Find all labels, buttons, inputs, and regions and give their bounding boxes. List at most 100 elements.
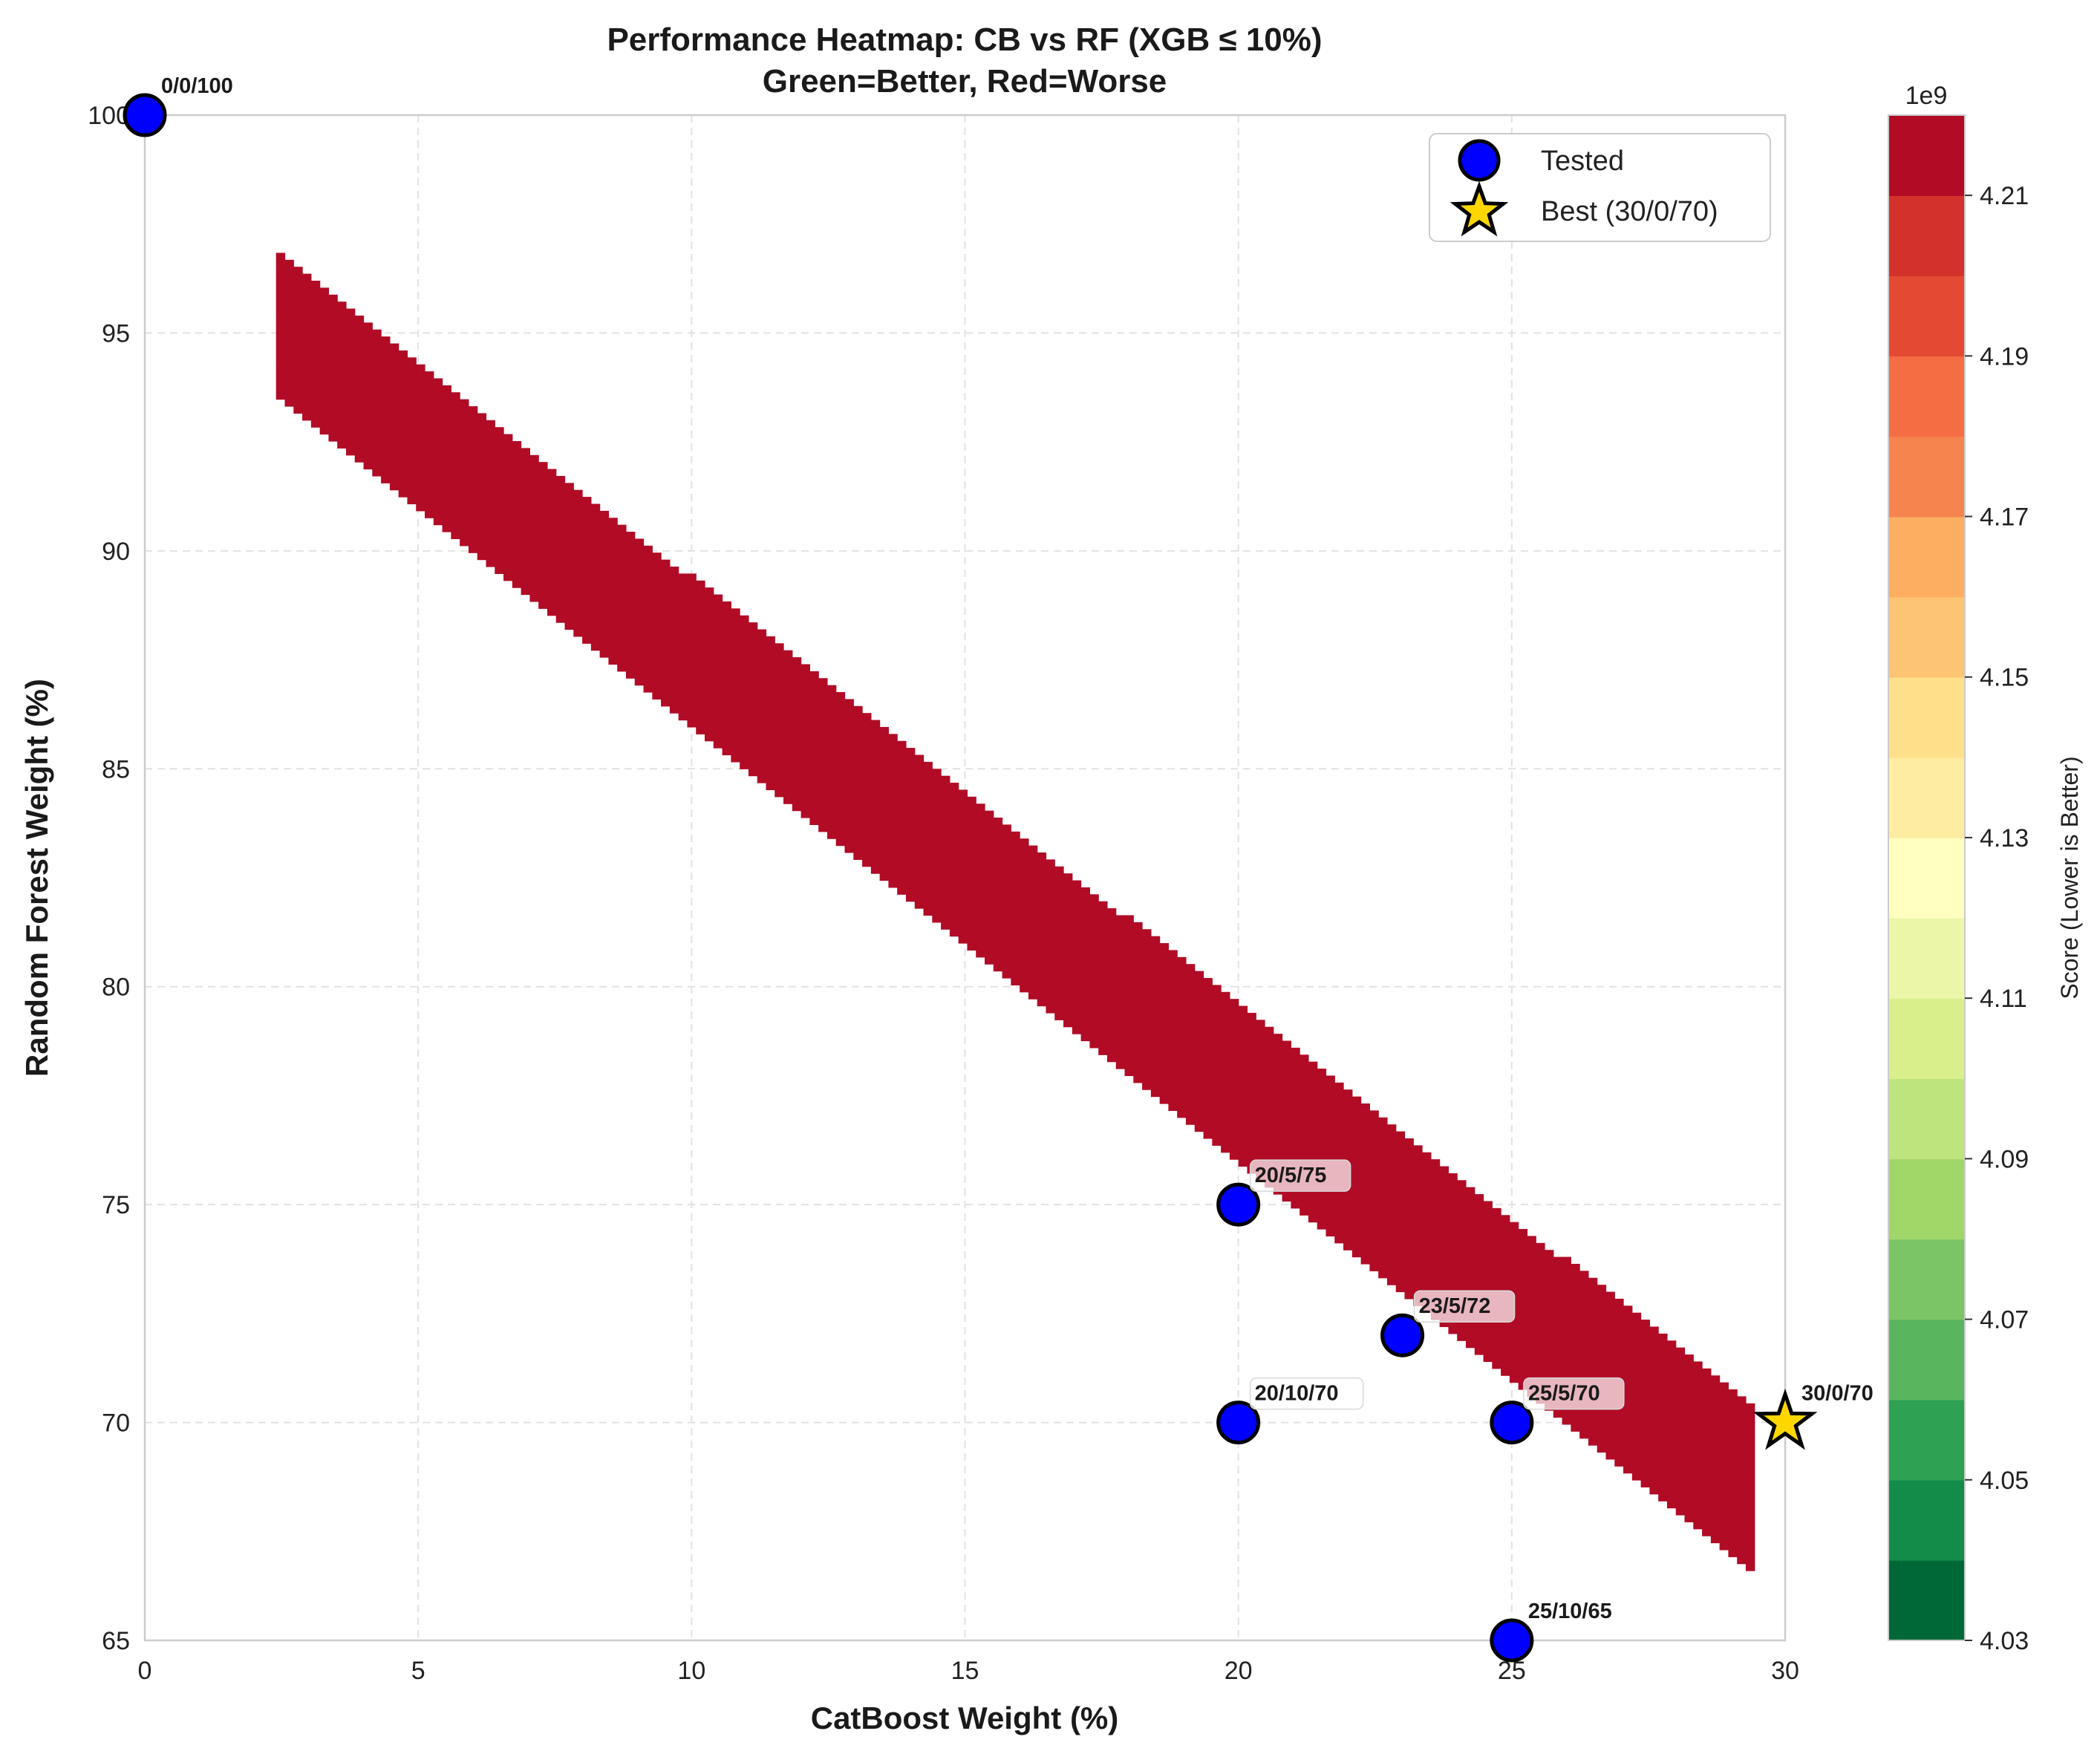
heatmap-cell — [1203, 985, 1213, 993]
heatmap-cell — [740, 699, 749, 707]
heatmap-cell — [477, 413, 487, 421]
heatmap-cell — [1159, 991, 1170, 1000]
heatmap-cell — [740, 713, 749, 721]
heatmap-cell — [1658, 1389, 1668, 1397]
heatmap-cell — [451, 489, 460, 498]
heatmap-cell — [652, 573, 662, 581]
heatmap-cell — [538, 559, 548, 567]
heatmap-cell — [1710, 1493, 1721, 1502]
heatmap-cell — [1317, 1089, 1327, 1098]
heatmap-cell — [608, 636, 618, 644]
heatmap-cell — [1343, 1096, 1353, 1104]
heatmap-cell — [608, 518, 618, 526]
heatmap-cell — [512, 559, 522, 567]
heatmap-cell — [687, 629, 697, 637]
heatmap-cell — [1265, 1075, 1274, 1083]
heatmap-cell — [1640, 1375, 1650, 1383]
heatmap-cell — [740, 664, 749, 672]
heatmap-cell — [451, 503, 460, 512]
heatmap-cell — [564, 532, 574, 540]
heatmap-cell — [416, 406, 425, 414]
heatmap-cell — [1351, 1103, 1362, 1111]
heatmap-cell — [1011, 956, 1020, 965]
heatmap-cell — [425, 406, 434, 414]
heatmap-cell — [1115, 1034, 1126, 1042]
heatmap-cell — [319, 301, 330, 310]
heatmap-cell — [1115, 1040, 1126, 1049]
heatmap-cell — [1351, 1194, 1362, 1202]
heatmap-cell — [853, 818, 863, 826]
heatmap-cell — [521, 483, 530, 491]
heatmap-cell — [923, 838, 933, 847]
heatmap-cell — [1710, 1417, 1721, 1425]
heatmap-cell — [1640, 1431, 1650, 1439]
heatmap-cell — [1649, 1431, 1659, 1439]
heatmap-cell — [923, 908, 933, 916]
heatmap-cell — [1054, 956, 1064, 965]
heatmap-cell — [590, 566, 601, 574]
heatmap-cell — [547, 552, 557, 561]
heatmap-cell — [1422, 1277, 1432, 1285]
heatmap-cell — [1063, 894, 1073, 902]
heatmap-cell — [625, 608, 636, 616]
heatmap-cell — [757, 671, 767, 679]
heatmap-cell — [1168, 950, 1178, 958]
heatmap-cell — [1002, 866, 1011, 874]
heatmap-cell — [345, 434, 356, 442]
heatmap-cell — [1536, 1263, 1545, 1271]
heatmap-cell — [555, 497, 566, 505]
heatmap-cell — [555, 503, 566, 512]
heatmap-cell — [809, 748, 819, 756]
heatmap-cell — [1291, 1089, 1300, 1098]
heatmap-cell — [1745, 1403, 1755, 1411]
heatmap-cell — [1745, 1501, 1755, 1509]
heatmap-cell — [1597, 1305, 1607, 1314]
heatmap-cell — [652, 566, 662, 574]
heatmap-cell — [1404, 1263, 1414, 1271]
heatmap-cell — [529, 497, 539, 505]
heatmap-cell — [389, 371, 400, 379]
heatmap-cell — [1483, 1207, 1493, 1216]
heatmap-cell — [853, 726, 863, 734]
heatmap-cell — [529, 594, 539, 602]
heatmap-cell — [1300, 1075, 1309, 1083]
heatmap-cell — [1115, 922, 1126, 930]
heatmap-cell — [888, 748, 898, 756]
heatmap-cell — [1666, 1431, 1677, 1439]
heatmap-cell — [1439, 1201, 1450, 1209]
heatmap-cell — [1282, 1131, 1291, 1139]
heatmap-cell — [302, 329, 312, 337]
heatmap-cell — [1037, 977, 1047, 985]
heatmap-cell — [1133, 929, 1143, 937]
heatmap-cell — [967, 866, 976, 874]
heatmap-cell — [748, 629, 758, 637]
heatmap-cell — [599, 601, 610, 609]
heatmap-cell — [1177, 1103, 1187, 1111]
heatmap-cell — [1422, 1152, 1432, 1160]
heatmap-cell — [460, 406, 469, 414]
heatmap-cell — [1571, 1326, 1580, 1334]
heatmap-cell — [1002, 845, 1011, 853]
heatmap-cell — [1675, 1389, 1686, 1397]
heatmap-cell — [1631, 1354, 1642, 1363]
heatmap-cell — [949, 859, 959, 867]
heatmap-cell — [1378, 1256, 1388, 1265]
heatmap-cell — [1640, 1473, 1650, 1481]
heatmap-cell — [1623, 1361, 1633, 1369]
heatmap-cell — [564, 538, 574, 547]
heatmap-cell — [284, 385, 294, 393]
heatmap-cell — [495, 483, 504, 491]
heatmap-cell — [564, 615, 574, 623]
heatmap-cell — [923, 769, 933, 777]
heatmap-cell — [748, 720, 758, 728]
heatmap-cell — [1142, 971, 1152, 979]
heatmap-cell — [1054, 901, 1064, 909]
heatmap-cell — [1675, 1347, 1686, 1355]
heatmap-cell — [407, 434, 417, 442]
heatmap-cell — [809, 783, 819, 791]
heatmap-cell — [800, 775, 810, 783]
heatmap-cell — [748, 705, 758, 714]
heatmap-cell — [555, 524, 566, 532]
heatmap-cell — [1020, 887, 1029, 895]
heatmap-cell — [1273, 1034, 1283, 1042]
